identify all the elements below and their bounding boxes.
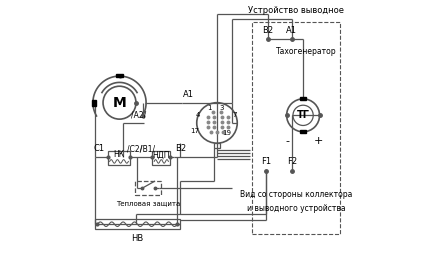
Text: F2: F2 [286,157,297,166]
Text: A1: A1 [183,90,194,99]
Bar [95,219,180,229]
Bar [152,151,170,165]
Circle shape [293,105,313,125]
Text: НВ: НВ [131,234,144,243]
Text: 17: 17 [190,128,199,134]
Text: ТГ: ТГ [296,110,309,120]
Text: 3: 3 [219,104,224,111]
Bar [116,73,123,77]
Text: A1: A1 [286,26,297,35]
Text: Вид со стороны коллектора
и выводного устройства: Вид со стороны коллектора и выводного ус… [240,190,352,212]
Text: НК: НК [113,150,125,159]
Text: 4: 4 [196,112,201,118]
Bar [108,151,130,165]
Text: 1: 1 [207,104,212,111]
Text: Устройство выводное: Устройство выводное [248,6,344,15]
Circle shape [197,103,237,143]
Bar [300,130,306,133]
Text: M: M [113,96,126,110]
Text: -: - [286,136,290,146]
Text: F1: F1 [261,157,271,166]
Bar [92,100,96,106]
Text: /A2/: /A2/ [131,111,146,120]
Bar [253,22,340,234]
Text: B2: B2 [262,26,273,35]
Bar [214,143,220,148]
Text: C1: C1 [93,144,105,153]
Text: 19: 19 [223,130,232,136]
Text: +: + [314,136,323,146]
Bar [135,181,161,195]
Text: Тепловая защита: Тепловая защита [116,200,180,206]
Bar [300,97,306,100]
Text: B2: B2 [175,144,186,153]
Text: /C2/: /C2/ [127,144,142,153]
Text: Тахогенератор: Тахогенератор [276,47,337,56]
Text: НДП: НДП [152,150,170,159]
Text: /B1/: /B1/ [140,144,155,153]
Circle shape [286,99,319,132]
Text: 7: 7 [232,112,237,118]
Circle shape [103,86,136,119]
